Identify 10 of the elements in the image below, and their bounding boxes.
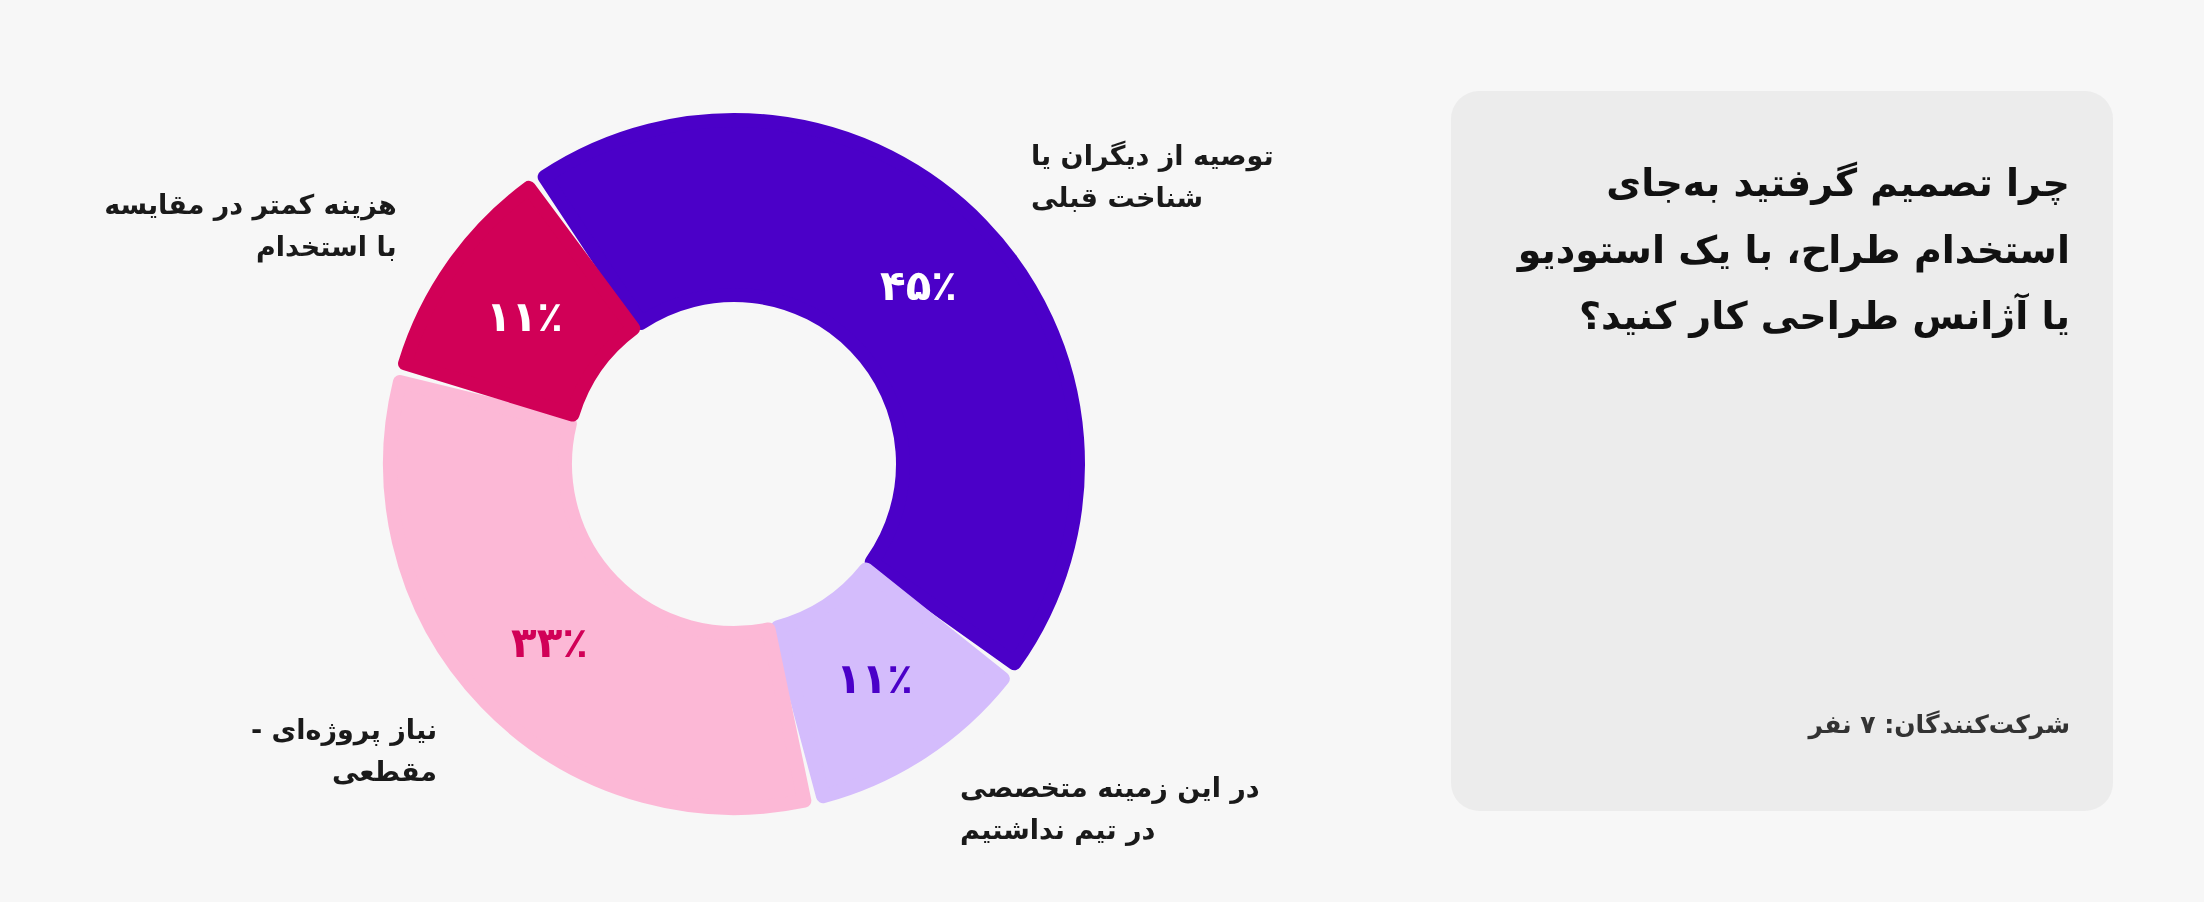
data-label: ۴۵٪ [880, 261, 957, 311]
data-label: ۱۱٪ [485, 291, 563, 341]
slice-label: در این زمینه متخصصی در تیم نداشتیم [960, 771, 1261, 848]
slice-label: نیاز پروژه‌ای - مقطعی [250, 712, 438, 789]
slice-label: هزینه کمتر در مقایسه با استخدام [103, 188, 397, 265]
text: چرا تصمیم گرفتید به‌جای استخدام طراح، با یک استودیو یا آژانس طراحی کار کنید؟ [1515, 160, 2070, 340]
data-label: ۳۳٪ [511, 617, 588, 667]
slice-label: توصیه از دیگران یا شناخت قبلی [1030, 139, 1275, 216]
data-label: ۱۱٪ [836, 654, 913, 704]
text: شرکت‌کنندگان: ۷ نفر [1806, 710, 2070, 739]
